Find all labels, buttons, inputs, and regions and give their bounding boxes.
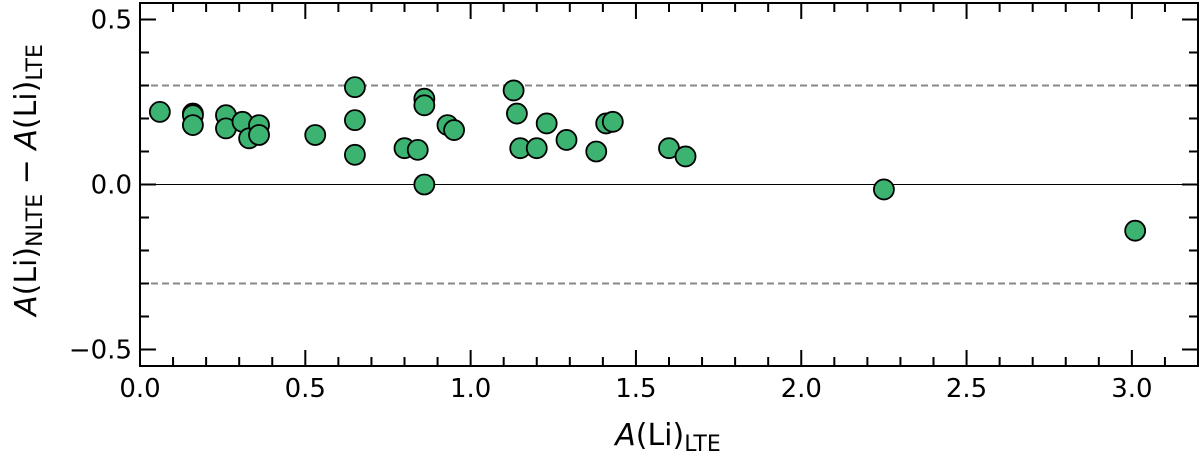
data-point (304, 124, 327, 146)
x-tick-label: 0.0 (119, 374, 160, 404)
data-point (873, 178, 895, 201)
data-point (502, 79, 525, 102)
y-axis-label: A(Li)NLTE − A(Li)LTE (9, 44, 48, 318)
data-point (525, 137, 548, 160)
x-tick-label: 1.5 (615, 374, 656, 404)
data-point (148, 101, 171, 123)
data-point (506, 102, 528, 125)
data-point (555, 129, 578, 151)
tick-labels: 0.0 0.5 1.0 1.5 2.0 2.5 3.0 −0.5 0.0 0.5 (69, 6, 1153, 405)
data-point (413, 173, 436, 196)
y-tick-label: −0.5 (69, 336, 132, 366)
data-point (585, 140, 608, 163)
axis-ticks (139, 3, 1199, 366)
data-points (148, 76, 1147, 242)
x-axis-label: A(Li)LTE (613, 418, 721, 453)
data-point (674, 145, 697, 168)
x-tick-label: 2.5 (946, 374, 987, 404)
plot-frame (139, 2, 1199, 367)
x-tick-label: 1.0 (450, 374, 491, 404)
reference-lines (140, 84, 1198, 285)
x-tick-label: 2.0 (781, 374, 822, 404)
data-point (181, 114, 204, 136)
data-point (344, 76, 366, 99)
data-point (535, 112, 558, 135)
y-tick-label: 0.5 (91, 6, 132, 36)
data-point (248, 124, 270, 146)
data-point (344, 143, 366, 166)
data-point (1124, 219, 1147, 242)
data-point (413, 94, 436, 117)
data-point (443, 119, 465, 141)
data-point (344, 109, 366, 132)
x-tick-label: 3.0 (1111, 374, 1152, 404)
data-point (601, 110, 624, 133)
y-tick-label: 0.0 (91, 171, 132, 201)
data-point (406, 138, 429, 161)
x-tick-label: 0.5 (285, 374, 326, 404)
